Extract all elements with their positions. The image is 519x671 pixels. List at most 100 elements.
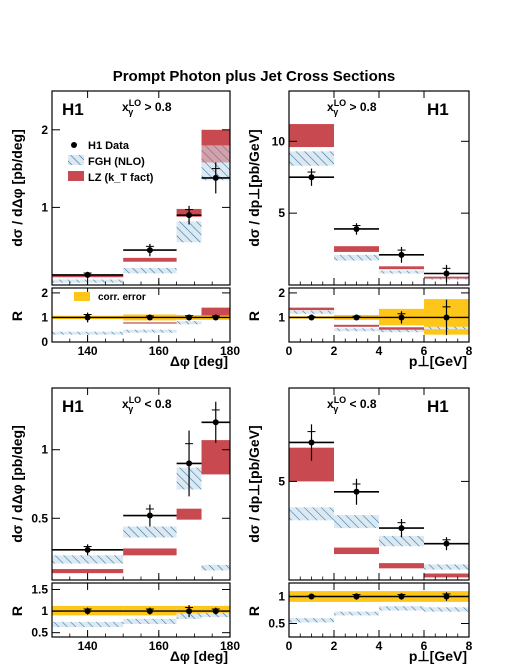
main-tl-ytick-label-1: 2 xyxy=(41,123,48,137)
lz-band-1 xyxy=(334,547,379,555)
ratio-point-marker-0 xyxy=(84,314,91,321)
data-point-marker-3 xyxy=(443,540,450,547)
ratio-tl-ytick-label-1: 1 xyxy=(41,310,48,324)
ratio-br-ytick-label-1: 1 xyxy=(278,590,285,604)
cut-sup: LO xyxy=(334,98,347,108)
legend-corr-swatch xyxy=(74,292,90,301)
panel-br-plot-area xyxy=(289,424,469,578)
ratio-bl-xtick-label-1: 160 xyxy=(149,639,169,653)
ratio-bl-xtick-label-2: 180 xyxy=(220,639,240,653)
ratio-br-xtick-label-3: 6 xyxy=(421,639,428,653)
fgh-band-2 xyxy=(379,270,424,274)
ratio-lz-band-0 xyxy=(289,307,334,311)
fgh-band-1 xyxy=(334,515,379,529)
ratio-tr-xtick-label-2: 4 xyxy=(376,344,383,358)
data-point-marker-0 xyxy=(308,439,315,446)
ratio-fgh-band-1 xyxy=(334,611,379,616)
ratio-br-plot-area xyxy=(289,591,469,623)
ratio-tr-ytick-label-1: 2 xyxy=(278,286,285,300)
figure-title: Prompt Photon plus Jet Cross Sections xyxy=(113,68,396,85)
ratio-tr-plot-area xyxy=(289,299,469,336)
data-point-marker-2 xyxy=(186,460,193,467)
lz-band-0 xyxy=(289,124,334,148)
cut-value: > 0.8 xyxy=(346,100,377,114)
cut-label: xLO γ < 0.8 xyxy=(327,395,377,414)
lz-band-3 xyxy=(424,573,469,578)
ratio-tl-plot-area xyxy=(52,307,230,335)
panel-br: 5 H1 xLO γ < 0.8 dσ / dp⊥[pb/GeV] 0 2 4 6 8 0.5 1 Rp… xyxy=(246,387,473,664)
y-axis-label: dσ / dΔφ [pb/deg] xyxy=(9,425,25,543)
fgh-band-3 xyxy=(201,564,230,571)
panel-tl: 1 2 H1 xLO γ > 0.8 dσ / dΔφ [pb/deg] H1 Data FG… xyxy=(9,90,240,369)
main-tr-ytick-label-1: 10 xyxy=(272,134,286,148)
ratio-point-marker-2 xyxy=(186,314,193,321)
data-point-marker-0 xyxy=(84,271,91,278)
cut-label: xLO γ > 0.8 xyxy=(327,98,377,117)
cut-value: < 0.8 xyxy=(346,397,377,411)
ratio-point-marker-1 xyxy=(146,314,153,321)
ratio-br-xtick-label-4: 8 xyxy=(466,639,473,653)
ratio-y-label: R xyxy=(246,311,262,321)
fgh-band-1 xyxy=(334,254,379,261)
cut-sup: LO xyxy=(129,98,142,108)
ratio-tr-xtick-label-4: 8 xyxy=(466,344,473,358)
ratio-tr-xtick-label-1: 2 xyxy=(331,344,338,358)
ratio-bl-ytick-label-2: 1.5 xyxy=(31,582,48,596)
cut-sup: LO xyxy=(334,395,347,405)
panel-tl-plot-area xyxy=(52,129,230,283)
ratio-fgh-band-2 xyxy=(379,329,424,333)
ratio-fgh-band-3 xyxy=(424,607,469,612)
y-axis-label: dσ / dp⊥[pb/GeV] xyxy=(246,425,262,542)
overlap-band-3 xyxy=(201,145,230,163)
ratio-br-xtick-label-2: 4 xyxy=(376,639,383,653)
ratio-br-xtick-label-1: 2 xyxy=(331,639,338,653)
data-point-marker-1 xyxy=(146,247,153,254)
x-axis-label: p⊥[GeV] xyxy=(409,353,467,369)
main-bl-ytick-label-1: 1 xyxy=(41,443,48,457)
ratio-bl-plot-area xyxy=(52,605,230,628)
fgh-band-2 xyxy=(176,221,202,243)
legend-lz-swatch xyxy=(68,171,84,181)
panel-tr: 5 10 H1 xLO γ > 0.8 dσ / dp⊥[pb/GeV] 0 2 4 6 8 1 2 Rp… xyxy=(246,90,473,369)
main-bl-ytick-label-0: 0.5 xyxy=(31,511,48,525)
ratio-tl-xtick-label-2: 180 xyxy=(220,344,240,358)
ratio-y-label: R xyxy=(9,606,25,616)
ratio-point-marker-1 xyxy=(146,608,153,615)
fgh-band-1 xyxy=(123,526,177,538)
lz-band-3 xyxy=(201,440,230,475)
data-point-marker-3 xyxy=(212,174,219,181)
ratio-br-ytick-label-0: 0.5 xyxy=(268,617,285,631)
ratio-point-marker-3 xyxy=(443,593,450,600)
panel-bl-plot-area xyxy=(52,401,230,574)
ratio-fgh-band-0 xyxy=(289,618,334,623)
legend-data-marker xyxy=(71,142,77,148)
ratio-point-marker-0 xyxy=(308,593,315,600)
fgh-band-2 xyxy=(379,535,424,547)
legend-lz-label: LZ (k_T fact) xyxy=(88,172,154,184)
ratio-fgh-band-2 xyxy=(176,321,202,325)
ratio-fgh-band-1 xyxy=(123,618,177,625)
lz-band-1 xyxy=(123,257,177,262)
ratio-lz-band-1 xyxy=(334,324,379,327)
cut-value: < 0.8 xyxy=(141,397,172,411)
main-tl-frame xyxy=(51,90,231,286)
ratio-lz-band-0 xyxy=(123,322,177,324)
ratio-fgh-band-2 xyxy=(379,606,424,611)
ratio-tl-xtick-label-1: 160 xyxy=(149,344,169,358)
ratio-bl-ytick-label-0: 0.5 xyxy=(31,626,48,640)
ratio-point-marker-3 xyxy=(443,314,450,321)
ratio-tl-ytick-label-2: 2 xyxy=(41,286,48,300)
ratio-fgh-band-0 xyxy=(52,331,124,335)
ratio-point-marker-0 xyxy=(84,608,91,615)
lz-band-1 xyxy=(123,548,177,556)
lz-band-1 xyxy=(334,246,379,252)
fgh-band-0 xyxy=(52,555,124,564)
lz-band-2 xyxy=(379,563,424,569)
lz-band-0 xyxy=(52,569,124,574)
data-point-marker-0 xyxy=(84,546,91,553)
lz-band-2 xyxy=(379,266,424,270)
cut-sub: γ xyxy=(128,107,133,117)
ratio-point-marker-2 xyxy=(186,608,193,615)
ratio-y-label: R xyxy=(246,606,262,616)
ratio-point-marker-3 xyxy=(212,314,219,321)
